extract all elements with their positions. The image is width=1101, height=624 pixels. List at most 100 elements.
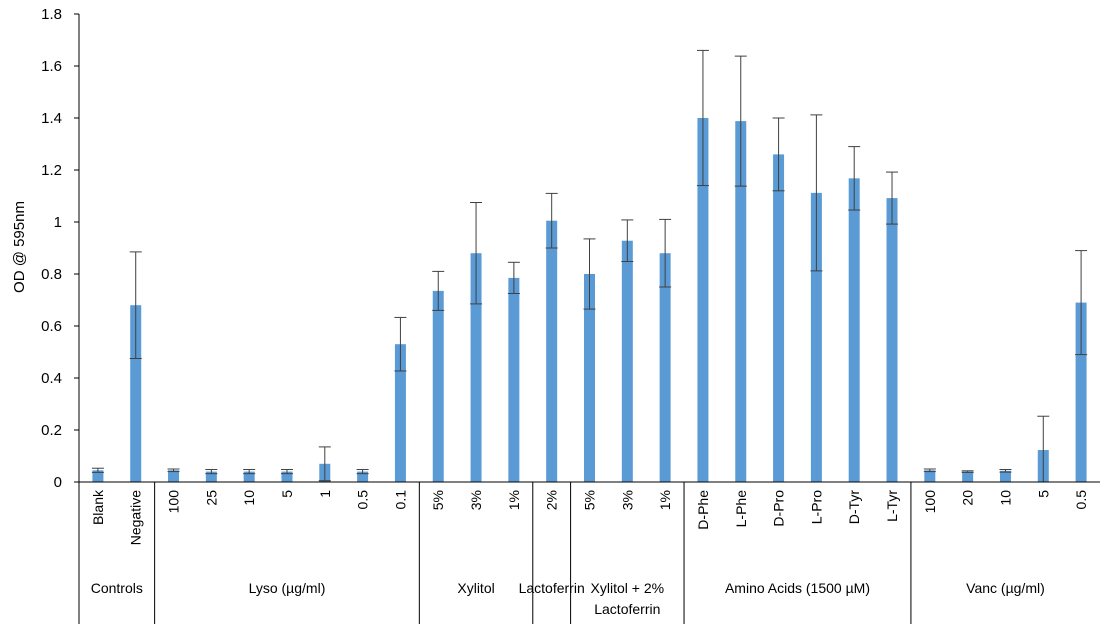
error-bar <box>734 55 747 187</box>
x-tick-label: D-Phe <box>695 490 711 530</box>
error-bar <box>810 114 823 272</box>
x-tick-label: 5 <box>279 490 295 498</box>
x-tick-label: 5% <box>582 490 598 510</box>
x-tick-label: 0.1 <box>392 490 408 510</box>
x-tick-label: 10 <box>241 490 257 506</box>
bar <box>281 471 293 482</box>
bar <box>962 471 974 482</box>
y-tick-label: 0.2 <box>41 422 62 439</box>
error-bar <box>1075 250 1088 356</box>
y-tick-label: 1.8 <box>41 6 62 23</box>
error-bar <box>167 468 180 473</box>
x-tick-label: 100 <box>922 490 938 514</box>
bar <box>168 470 180 482</box>
bar <box>508 277 520 482</box>
error-bar <box>507 261 520 294</box>
x-tick-label: 3% <box>468 490 484 510</box>
y-tick-label: 1 <box>54 214 62 231</box>
error-bar <box>243 469 256 475</box>
bar <box>394 344 406 482</box>
group-label: Controls <box>91 580 143 596</box>
x-tick-label: L-Tyr <box>884 490 900 522</box>
error-bar <box>356 469 369 475</box>
bar <box>810 192 822 482</box>
error-bar <box>848 146 861 211</box>
error-bar <box>583 238 596 310</box>
bar <box>130 305 142 482</box>
error-bar <box>205 469 218 475</box>
error-bar <box>886 171 899 225</box>
x-tick-label: Negative <box>128 490 144 545</box>
error-bar <box>280 469 293 475</box>
x-tick-label: D-Tyr <box>846 490 862 525</box>
bar <box>659 253 671 482</box>
bar <box>357 471 369 482</box>
x-tick-label: 5 <box>1035 490 1051 498</box>
bar <box>1075 302 1087 482</box>
y-tick-label: 0.8 <box>41 266 62 283</box>
y-tick-label: 0.6 <box>41 318 62 335</box>
bar <box>546 220 558 482</box>
group-label: Xylitol <box>457 580 494 596</box>
error-bar <box>91 467 104 473</box>
x-tick-label: 1% <box>657 490 673 510</box>
bar <box>735 121 747 483</box>
y-tick-label: 0 <box>54 474 62 491</box>
group-label: Lyso (µg/ml) <box>249 580 326 596</box>
bar <box>243 471 255 482</box>
x-tick-label: 1 <box>317 490 333 498</box>
x-tick-label: 5% <box>430 490 446 510</box>
x-tick-label: D-Pro <box>771 490 787 527</box>
bar <box>205 471 217 482</box>
error-bar <box>621 219 634 263</box>
x-tick-label: L-Pro <box>808 490 824 524</box>
y-tick-label: 1.4 <box>41 110 62 127</box>
bar <box>432 290 444 482</box>
error-bar <box>923 468 936 473</box>
bar <box>924 470 936 482</box>
error-bar <box>470 202 483 305</box>
error-bar <box>432 270 445 311</box>
bar <box>848 178 860 482</box>
x-tick-label: 25 <box>203 490 219 506</box>
bar <box>92 470 104 482</box>
y-tick-label: 1.6 <box>41 58 62 75</box>
error-bar <box>696 49 709 187</box>
x-tick-label: 1% <box>506 490 522 510</box>
y-tick-label: 0.4 <box>41 370 62 387</box>
bar <box>621 240 633 482</box>
error-bar <box>545 192 558 249</box>
group-label: Xylitol + 2% Lactoferrin <box>591 580 665 617</box>
x-tick-label: Blank <box>90 489 106 525</box>
x-tick-label: 0.5 <box>1073 490 1089 510</box>
y-axis: 0 0.2 0.4 0.6 0.8 1 1.2 1.4 1.6 1.8 <box>41 6 80 491</box>
bar <box>470 253 482 482</box>
bar <box>697 118 709 482</box>
bar <box>886 198 898 482</box>
group-label: Vanc (µg/ml) <box>966 580 1045 596</box>
x-tick-label: 2% <box>544 490 560 510</box>
error-bar <box>961 470 974 473</box>
x-axis: Blank Negative 100 25 10 5 1 0.5 0.1 5% 3% 1% 2% 5% 3%… <box>78 481 1100 624</box>
error-bar <box>394 316 407 372</box>
group-label: Lactoferrin <box>519 580 585 596</box>
x-tick-label: 3% <box>619 490 635 510</box>
x-tick-label: 10 <box>997 490 1013 506</box>
y-tick-label: 1.2 <box>41 162 62 179</box>
x-tick-label: 0.5 <box>355 490 371 510</box>
error-bar <box>129 251 142 359</box>
group-label: Amino Acids (1500 µM) <box>725 580 870 596</box>
y-axis-title: OD @ 595nm <box>11 201 28 293</box>
x-tick-label: L-Phe <box>733 490 749 528</box>
error-bar <box>318 446 331 482</box>
error-bar <box>772 117 785 192</box>
x-tick-label: 100 <box>166 490 182 514</box>
error-bar <box>659 218 672 288</box>
bars <box>91 49 1088 483</box>
error-bar <box>999 469 1012 473</box>
bar <box>773 154 785 482</box>
bar <box>584 274 595 482</box>
bar <box>999 470 1011 482</box>
x-tick-label: 20 <box>960 490 976 506</box>
